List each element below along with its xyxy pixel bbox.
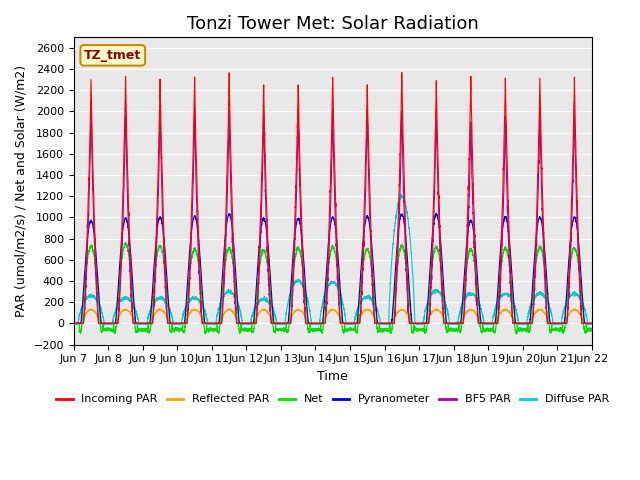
Y-axis label: PAR (umol/m2/s) / Net and Solar (W/m2): PAR (umol/m2/s) / Net and Solar (W/m2) <box>15 65 28 317</box>
Legend: Incoming PAR, Reflected PAR, Net, Pyranometer, BF5 PAR, Diffuse PAR: Incoming PAR, Reflected PAR, Net, Pyrano… <box>51 390 614 409</box>
Title: Tonzi Tower Met: Solar Radiation: Tonzi Tower Met: Solar Radiation <box>187 15 479 33</box>
X-axis label: Time: Time <box>317 370 348 383</box>
Text: TZ_tmet: TZ_tmet <box>84 49 141 62</box>
